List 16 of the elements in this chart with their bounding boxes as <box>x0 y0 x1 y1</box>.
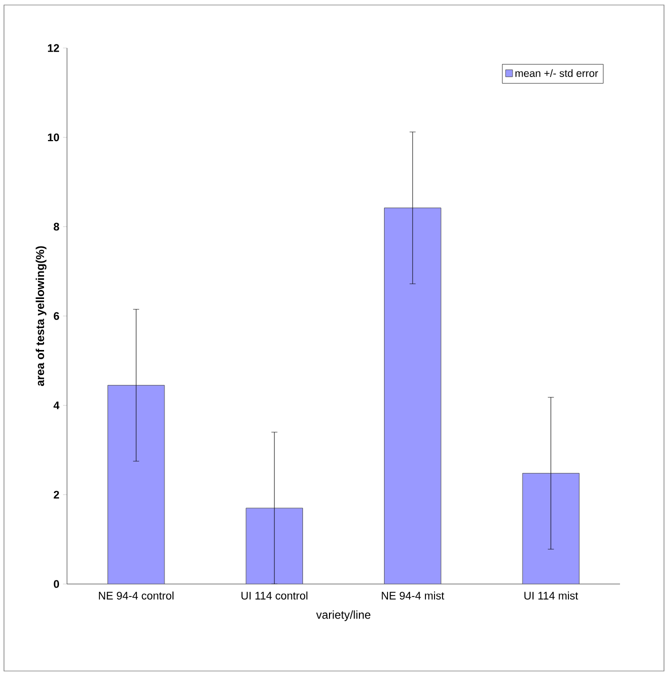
y-tick-label: 2 <box>54 490 60 498</box>
y-tick-label: 12 <box>48 44 60 52</box>
bar <box>384 208 442 584</box>
x-tick-label: NE 94-4 mist <box>382 592 444 600</box>
x-tick-label: UI 114 control <box>242 592 308 600</box>
x-tick-label: NE 94-4 control <box>98 592 174 600</box>
legend-label: mean +/- std error <box>515 69 598 77</box>
y-tick-label: 6 <box>54 312 60 320</box>
x-axis-title: variety/line <box>316 610 370 622</box>
y-tick-label: 4 <box>54 402 60 410</box>
x-tick-label: UI 114 mist <box>524 592 578 600</box>
y-tick-label: 10 <box>48 133 60 142</box>
y-axis-title: area of testa yellowing(%) <box>36 246 46 386</box>
y-tick-label: 8 <box>54 222 60 231</box>
bar <box>108 384 165 584</box>
y-tick-label: 0 <box>54 580 60 588</box>
